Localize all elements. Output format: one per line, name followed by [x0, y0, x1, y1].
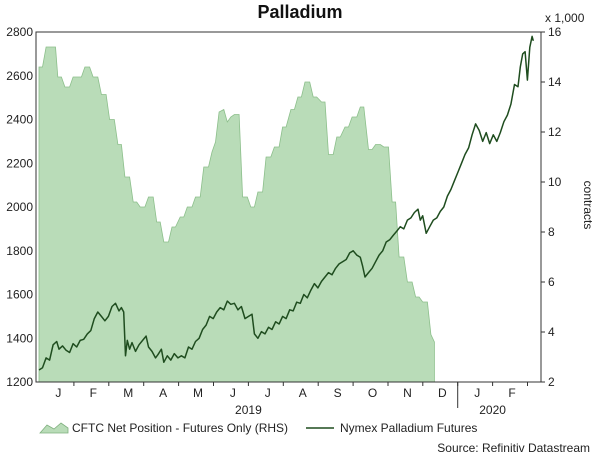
cftc-area-series: [38, 46, 435, 383]
x-axis-ticks: [73, 382, 528, 408]
chart-title: Palladium: [257, 2, 342, 22]
plot-frame: [35, 31, 542, 383]
right-tick-label: 14: [548, 75, 562, 89]
right-tick-label: 2: [548, 375, 555, 389]
legend-item-cftc: CFTC Net Position - Futures Only (RHS): [39, 421, 288, 435]
month-label: F: [90, 386, 97, 400]
month-label: J: [55, 386, 61, 400]
right-axis-label: contracts: [581, 181, 595, 230]
month-label: J: [230, 386, 236, 400]
right-tick-label: 16: [548, 25, 562, 39]
left-tick-label: 2600: [6, 69, 33, 83]
month-label: O: [368, 386, 377, 400]
left-tick-label: 2000: [6, 200, 33, 214]
month-label: S: [334, 386, 342, 400]
left-tick-label: 1800: [6, 244, 33, 258]
right-axis-unit-label: x 1,000: [545, 11, 585, 25]
left-tick-label: 2200: [6, 156, 33, 170]
plot-area: [35, 31, 542, 383]
right-axis-ticks: 2 4 6 8 10 12 14 16: [541, 25, 562, 389]
month-label: M: [193, 386, 203, 400]
right-tick-label: 10: [548, 175, 562, 189]
left-tick-label: 1200: [6, 375, 33, 389]
month-label: N: [403, 386, 412, 400]
legend-item-nymex: Nymex Palladium Futures: [306, 421, 477, 435]
month-label: J: [474, 386, 480, 400]
left-tick-label: 2800: [6, 25, 33, 39]
source-note: Source: Refinitiv Datastream: [437, 441, 590, 455]
left-tick-label: 1600: [6, 288, 33, 302]
month-label: M: [123, 386, 133, 400]
month-label: J: [265, 386, 271, 400]
month-label: F: [508, 386, 515, 400]
month-label: A: [299, 386, 307, 400]
x-axis-year-2019: 2019: [235, 403, 262, 417]
month-label: A: [159, 386, 167, 400]
left-tick-label: 2400: [6, 113, 33, 127]
legend-label-nymex: Nymex Palladium Futures: [340, 421, 477, 435]
left-axis-ticks: 1200 1400 1600 1800 2000 2200 2400 2600 2800: [6, 25, 33, 389]
right-tick-label: 6: [548, 275, 555, 289]
right-tick-label: 8: [548, 225, 555, 239]
x-axis-year-2020: 2020: [479, 403, 506, 417]
right-tick-label: 12: [548, 125, 562, 139]
month-label: D: [438, 386, 447, 400]
legend-label-cftc: CFTC Net Position - Futures Only (RHS): [72, 421, 288, 435]
palladium-line-series: [38, 35, 535, 371]
right-tick-label: 4: [548, 325, 555, 339]
legend-swatch-cftc: [39, 422, 69, 434]
left-tick-label: 1400: [6, 331, 33, 345]
legend: CFTC Net Position - Futures Only (RHS) N…: [39, 421, 477, 435]
